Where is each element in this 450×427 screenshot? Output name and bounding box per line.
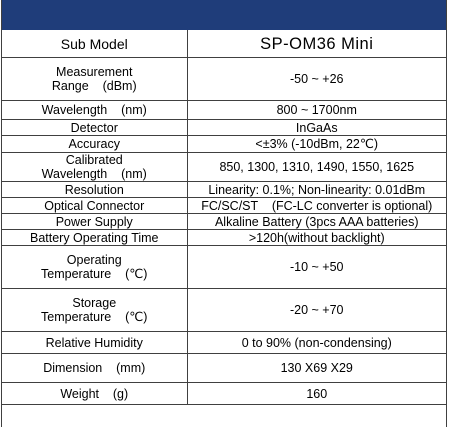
- table-row-dimension: Dimension (mm) 130 X69 X29: [2, 353, 446, 383]
- table-row-measurement-range: Measurement Range (dBm) -50 ~ +26: [2, 57, 446, 101]
- row-label: Wavelength (nm): [2, 100, 188, 120]
- row-label: Resolution: [2, 181, 188, 198]
- row-value: -10 ~ +50: [186, 245, 446, 289]
- row-value: 800 ~ 1700nm: [186, 100, 446, 120]
- row-label-line2: Wavelength (nm): [41, 167, 147, 181]
- row-label: Optical Connector: [2, 197, 188, 214]
- row-label: Power Supply: [2, 213, 188, 230]
- row-label-line2: Range (dBm): [51, 79, 137, 93]
- table-row-weight: Weight (g) 160: [2, 382, 446, 405]
- row-label-line1: Measurement: [56, 65, 133, 79]
- row-label-line1: Operating: [66, 253, 122, 267]
- table-row-relative-humidity: Relative Humidity 0 to 90% (non-condensi…: [2, 331, 446, 354]
- table-row-operating-temperature: Operating Temperature (℃) -10 ~ +50: [2, 245, 446, 289]
- row-value: >120h(without backlight): [186, 229, 446, 246]
- row-value: Linearity: 0.1%; Non-linearity: 0.01dBm: [186, 181, 446, 198]
- row-label: Calibrated Wavelength (nm): [2, 152, 188, 182]
- row-label-line1: Storage: [72, 296, 117, 310]
- row-value: 850, 1300, 1310, 1490, 1550, 1625: [186, 152, 446, 182]
- row-label: Storage Temperature (℃): [2, 288, 188, 332]
- row-label: Relative Humidity: [2, 331, 188, 354]
- row-label: Measurement Range (dBm): [2, 57, 188, 101]
- row-label: Dimension (mm): [2, 353, 188, 383]
- table-row-storage-temperature: Storage Temperature (℃) -20 ~ +70: [2, 288, 446, 332]
- row-value: 0 to 90% (non-condensing): [186, 331, 446, 354]
- row-value: 130 X69 X29: [186, 353, 446, 383]
- header-model-name: SP-OM36 Mini: [186, 30, 446, 58]
- row-label-line2: Temperature (℃): [41, 267, 148, 281]
- row-value: 160: [186, 382, 446, 405]
- row-label: Battery Operating Time: [2, 229, 188, 246]
- row-label-line2: Temperature (℃): [41, 310, 148, 324]
- table-row-battery-time: Battery Operating Time >120h(without bac…: [2, 229, 446, 246]
- row-label-line1: Calibrated: [65, 153, 123, 167]
- header-sub-model: Sub Model: [2, 30, 188, 58]
- table-row-power-supply: Power Supply Alkaline Battery (3pcs AAA …: [2, 213, 446, 230]
- spec-table: Sub Model SP-OM36 Mini Measurement Range…: [2, 30, 446, 405]
- row-value: -50 ~ +26: [186, 57, 446, 101]
- row-value: <±3% (-10dBm, 22℃): [186, 135, 446, 153]
- table-row-resolution: Resolution Linearity: 0.1%; Non-linearit…: [2, 181, 446, 198]
- table-row-detector: Detector InGaAs: [2, 119, 446, 136]
- table-row-wavelength: Wavelength (nm) 800 ~ 1700nm: [2, 100, 446, 120]
- row-value: Alkaline Battery (3pcs AAA batteries): [186, 213, 446, 230]
- table-header-row: Sub Model SP-OM36 Mini: [2, 30, 446, 58]
- row-label: Operating Temperature (℃): [2, 245, 188, 289]
- row-value: FC/SC/ST (FC-LC converter is optional): [186, 197, 446, 214]
- row-label: Accuracy: [2, 135, 188, 153]
- row-value: InGaAs: [186, 119, 446, 136]
- row-value: -20 ~ +70: [186, 288, 446, 332]
- row-label: Detector: [2, 119, 188, 136]
- title-bar: [2, 0, 446, 30]
- table-row-calibrated-wavelength: Calibrated Wavelength (nm) 850, 1300, 13…: [2, 152, 446, 182]
- table-row-optical-connector: Optical Connector FC/SC/ST (FC-LC conver…: [2, 197, 446, 214]
- row-label: Weight (g): [2, 382, 188, 405]
- table-row-accuracy: Accuracy <±3% (-10dBm, 22℃): [2, 135, 446, 153]
